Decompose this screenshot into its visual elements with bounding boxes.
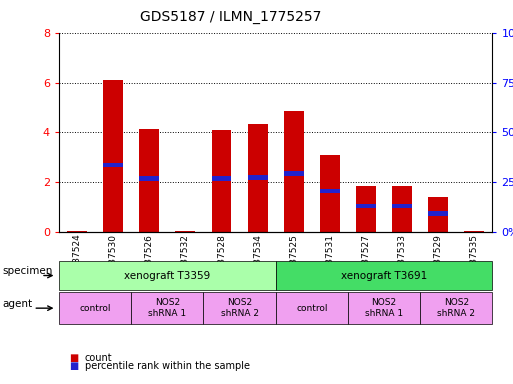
- Bar: [140, 176, 159, 181]
- Bar: [103, 163, 123, 167]
- Text: ■: ■: [69, 353, 78, 363]
- Text: GDS5187 / ILMN_1775257: GDS5187 / ILMN_1775257: [140, 10, 322, 23]
- Bar: [428, 211, 448, 216]
- Bar: [140, 129, 159, 232]
- Bar: [67, 231, 87, 232]
- Bar: [284, 171, 304, 176]
- Text: ■: ■: [69, 361, 78, 371]
- Bar: [175, 231, 195, 232]
- Text: control: control: [296, 304, 328, 313]
- Bar: [212, 130, 231, 232]
- Text: NOS2
shRNA 1: NOS2 shRNA 1: [148, 298, 186, 318]
- Bar: [248, 124, 268, 232]
- Bar: [103, 80, 123, 232]
- Bar: [320, 155, 340, 232]
- Text: xenograft T3691: xenograft T3691: [341, 270, 427, 281]
- Bar: [392, 204, 412, 209]
- Bar: [248, 175, 268, 180]
- Bar: [356, 186, 376, 232]
- Text: xenograft T3359: xenograft T3359: [124, 270, 210, 281]
- Bar: [392, 186, 412, 232]
- Text: NOS2
shRNA 1: NOS2 shRNA 1: [365, 298, 403, 318]
- Text: percentile rank within the sample: percentile rank within the sample: [85, 361, 250, 371]
- Bar: [464, 231, 484, 232]
- Text: agent: agent: [3, 298, 33, 309]
- Text: NOS2
shRNA 2: NOS2 shRNA 2: [438, 298, 476, 318]
- Bar: [356, 204, 376, 209]
- Text: control: control: [80, 304, 111, 313]
- Bar: [428, 197, 448, 232]
- Text: count: count: [85, 353, 112, 363]
- Bar: [212, 176, 231, 181]
- Text: NOS2
shRNA 2: NOS2 shRNA 2: [221, 298, 259, 318]
- Bar: [320, 189, 340, 194]
- Text: specimen: specimen: [3, 266, 53, 276]
- Bar: [284, 111, 304, 232]
